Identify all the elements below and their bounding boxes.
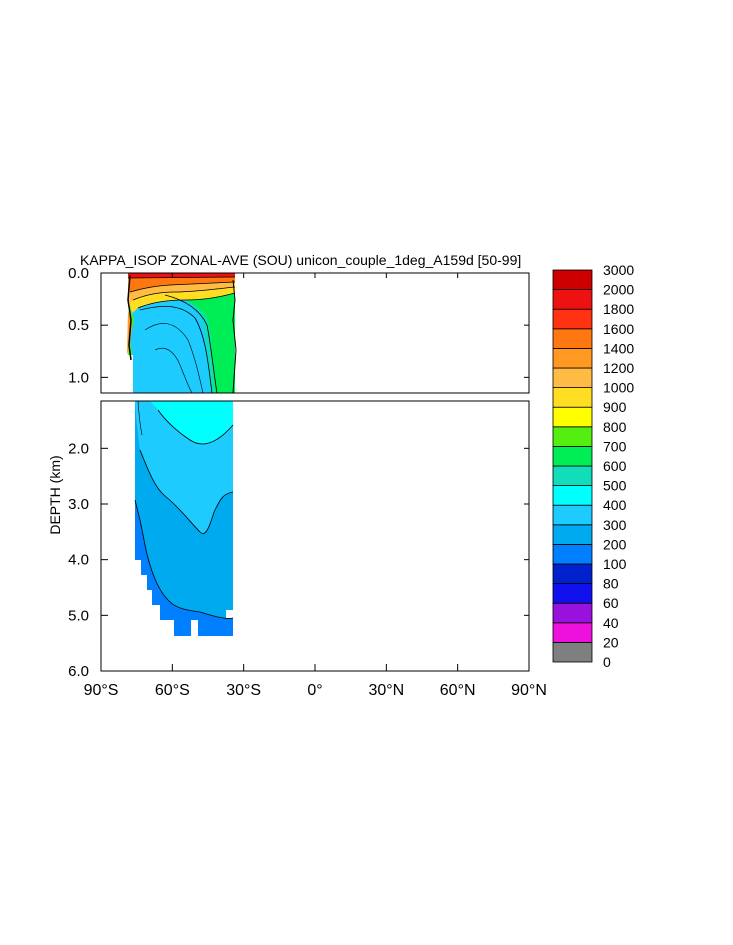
legend-label: 3000 [603,262,634,278]
y-tick-label: 3.0 [68,496,89,513]
legend-label: 40 [603,615,619,631]
legend-swatch [552,269,593,291]
field-region-500 [150,401,233,445]
y-tick-label: 0.0 [68,265,89,282]
x-tick-label: 90°N [511,682,547,699]
legend-swatch [552,485,593,506]
y-tick-label: 0.5 [68,317,89,334]
legend-label: 100 [603,556,627,572]
legend-label: 300 [603,517,627,533]
field-edge-left [127,274,132,361]
legend-swatch [552,642,593,663]
field-region-2000 [128,273,235,278]
contour-450 [137,401,143,436]
legend-label: 800 [603,419,627,435]
contour-400 [139,449,234,534]
legend-label: 700 [603,438,627,454]
legend-label: 500 [603,478,627,494]
legend-swatch [552,406,593,428]
legend-swatch [552,445,593,467]
legend-label: 80 [603,576,619,592]
x-tick-label: 30°S [226,682,261,699]
legend-label: 400 [603,497,627,513]
legend-swatch [552,465,593,487]
legend-label: 1400 [603,340,634,356]
legend-label: 1000 [603,380,634,396]
legend-swatch [552,583,593,604]
y-tick-label: 4.0 [68,552,89,569]
field-region-200 [135,500,233,636]
legend-swatch [552,387,593,408]
x-tick-label: 60°S [155,682,190,699]
field-mask-bottom [101,636,529,671]
legend-swatch [552,622,593,643]
contour-2000 [127,276,236,279]
legend-label: 600 [603,458,627,474]
legend-swatch [552,367,593,389]
field-edge-right [232,279,237,393]
legend-label: 1800 [603,301,634,317]
x-tick-label: 60°N [440,682,476,699]
color-legend: 0 20 40 60 80 100 200 300 400 500 600 700 800 900 1000… [552,262,634,670]
y-tick-label: 5.0 [68,607,89,624]
legend-swatch [552,544,593,565]
upper-panel [101,273,237,393]
legend-swatch [552,504,593,526]
legend-label: 200 [603,536,627,552]
legend-label: 20 [603,634,619,650]
legend-label: 60 [603,595,619,611]
lower-panel [101,401,529,671]
legend-swatch [552,563,593,585]
legend-swatch [552,426,593,447]
contour-1600 [129,281,236,293]
y-tick-label: 6.0 [68,663,89,680]
contour-600 [164,294,218,393]
y-axis-label: DEPTH (km) [47,455,63,534]
y-tick-label: 1.0 [68,369,89,386]
x-tick-label: 0° [307,682,322,699]
legend-label: 0 [603,654,611,670]
contour-200 [134,499,234,619]
field-mask-left [101,355,133,393]
legend-swatch [552,347,593,369]
legend-swatch [552,524,593,545]
legend-swatch [552,328,593,349]
contour-450 [144,323,204,393]
legend-label: 2000 [603,282,634,298]
chart-title: KAPPA_ISOP ZONAL-AVE (SOU) unicon_couple… [80,252,521,268]
legend-label: 900 [603,399,627,415]
contour-1200 [132,286,236,301]
contour-400 [154,347,193,393]
field-region-600 [160,280,235,393]
contour-900 [137,292,236,309]
legend-label: 1200 [603,360,634,376]
axes: 90°S 60°S 30°S 0° 30°N 60°N 90°N 0.0 0.5 1.0 2.0 3.… [68,265,547,699]
legend-label: 1600 [603,321,634,337]
x-tick-label: 90°S [84,682,119,699]
y-tick-label: 2.0 [68,440,89,457]
contour-500 [157,409,234,445]
legend-swatch [552,308,593,330]
legend-swatch [552,602,593,624]
contour-500 [139,305,213,393]
legend-swatch [552,289,593,310]
x-tick-label: 30°N [368,682,404,699]
